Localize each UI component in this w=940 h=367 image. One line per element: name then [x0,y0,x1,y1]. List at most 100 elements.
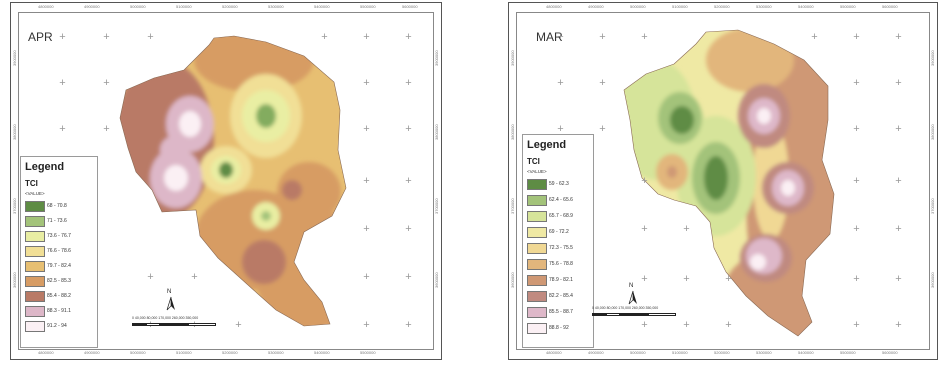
bottom-tick-label: 5100000 [176,350,192,355]
legend-class-label: 72.3 - 75.5 [549,245,573,251]
map-neatline [516,12,930,350]
grid-marker: + [853,319,860,331]
grid-marker: + [853,123,860,135]
grid-marker: + [103,77,110,89]
legend-swatch [25,201,45,212]
grid-marker: + [405,319,412,331]
top-tick-label: 4800000 [546,4,562,9]
scale-bar-segment [160,323,188,326]
legend-class-label: 76.6 - 78.6 [47,248,71,254]
legend-value-header: <VALUE> [527,169,547,174]
bottom-tick-label: 4800000 [38,350,54,355]
map-neatline [18,12,434,350]
legend-swatch [527,291,547,302]
top-tick-label: 5300000 [756,4,772,9]
bottom-tick-label: 5500000 [840,350,856,355]
grid-marker: + [405,77,412,89]
grid-marker: + [599,123,606,135]
grid-marker: + [895,223,902,235]
map-legend: Legend TCI <VALUE> 59 - 62.3 62.4 - 65.6… [522,134,594,348]
legend-class-label: 62.4 - 65.6 [549,197,573,203]
top-tick-label: 5400000 [314,4,330,9]
scale-bar-segment [592,313,606,316]
legend-title: Legend [25,161,65,173]
legend-class-label: 71 - 73.6 [47,218,67,224]
grid-marker: + [363,175,370,187]
grid-marker: + [147,31,154,43]
mar-map-panel: 4800000 4900000 5000000 5100000 5200000 … [506,0,938,362]
grid-marker: + [853,77,860,89]
grid-marker: + [853,223,860,235]
legend-class-label: 59 - 62.3 [549,181,569,187]
grid-marker: + [363,271,370,283]
bottom-tick-label: 5200000 [222,350,238,355]
legend-class-label: 82.5 - 85.3 [47,278,71,284]
legend-swatch [25,276,45,287]
legend-subtitle: TCI [25,179,38,188]
legend-swatch [527,243,547,254]
grid-marker: + [895,123,902,135]
month-label: MAR [536,30,563,44]
scale-bar-segment [188,323,216,326]
scale-bar-segment [620,313,648,316]
bottom-tick-label: 5000000 [630,350,646,355]
bottom-tick-label: 4800000 [546,350,562,355]
grid-marker: + [191,271,198,283]
scale-bar-segment [606,313,620,316]
grid-marker: + [811,31,818,43]
scale-bar-segment [146,323,160,326]
legend-class-label: 88.3 - 91.1 [47,308,71,314]
grid-marker: + [853,175,860,187]
grid-marker: + [235,319,242,331]
legend-class-label: 75.6 - 78.8 [549,261,573,267]
grid-marker: + [683,273,690,285]
grid-marker: + [895,319,902,331]
grid-marker: + [59,77,66,89]
legend-swatch [527,227,547,238]
north-arrow-icon [628,290,637,305]
grid-marker: + [895,77,902,89]
legend-swatch [25,261,45,272]
bottom-tick-label: 5200000 [714,350,730,355]
legend-swatch [25,216,45,227]
grid-marker: + [363,31,370,43]
bottom-tick-label: 5600000 [882,350,898,355]
top-tick-label: 5400000 [798,4,814,9]
scale-bar-label: 0 40,000 80,000 170,000 260,000 350,000 [592,306,659,310]
grid-marker: + [405,271,412,283]
top-tick-label: 5500000 [360,4,376,9]
grid-marker: + [321,31,328,43]
north-arrow-label: N [629,283,634,289]
grid-marker: + [363,319,370,331]
legend-swatch [25,291,45,302]
legend-swatch [25,321,45,332]
grid-marker: + [641,273,648,285]
scale-bar: 0 40,000 80,000 170,000 260,000 350,000 [132,316,216,330]
grid-marker: + [557,31,564,43]
legend-subtitle: TCI [527,157,540,166]
tci-map-apr [119,35,347,327]
legend-class-label: 79.7 - 82.4 [47,263,71,269]
grid-marker: + [405,175,412,187]
grid-marker: + [59,31,66,43]
scale-bar-label: 0 40,000 80,000 170,000 260,000 350,000 [132,316,199,320]
bottom-tick-label: 5300000 [268,350,284,355]
scale-bar-segment [648,313,676,316]
legend-swatch [527,179,547,190]
grid-marker: + [363,77,370,89]
legend-class-label: 65.7 - 68.9 [549,213,573,219]
top-tick-label: 5600000 [882,4,898,9]
grid-marker: + [363,123,370,135]
top-tick-label: 5200000 [714,4,730,9]
map-legend: Legend TCI <VALUE> 68 - 70.8 71 - 73.6 7… [20,156,98,348]
legend-swatch [527,259,547,270]
bottom-tick-label: 5300000 [756,350,772,355]
bottom-tick-label: 5500000 [360,350,376,355]
legend-swatch [527,211,547,222]
legend-swatch [527,323,547,334]
legend-swatch [527,195,547,206]
tci-map-mar [623,29,835,337]
legend-swatch [25,306,45,317]
grid-marker: + [557,123,564,135]
grid-marker: + [147,271,154,283]
